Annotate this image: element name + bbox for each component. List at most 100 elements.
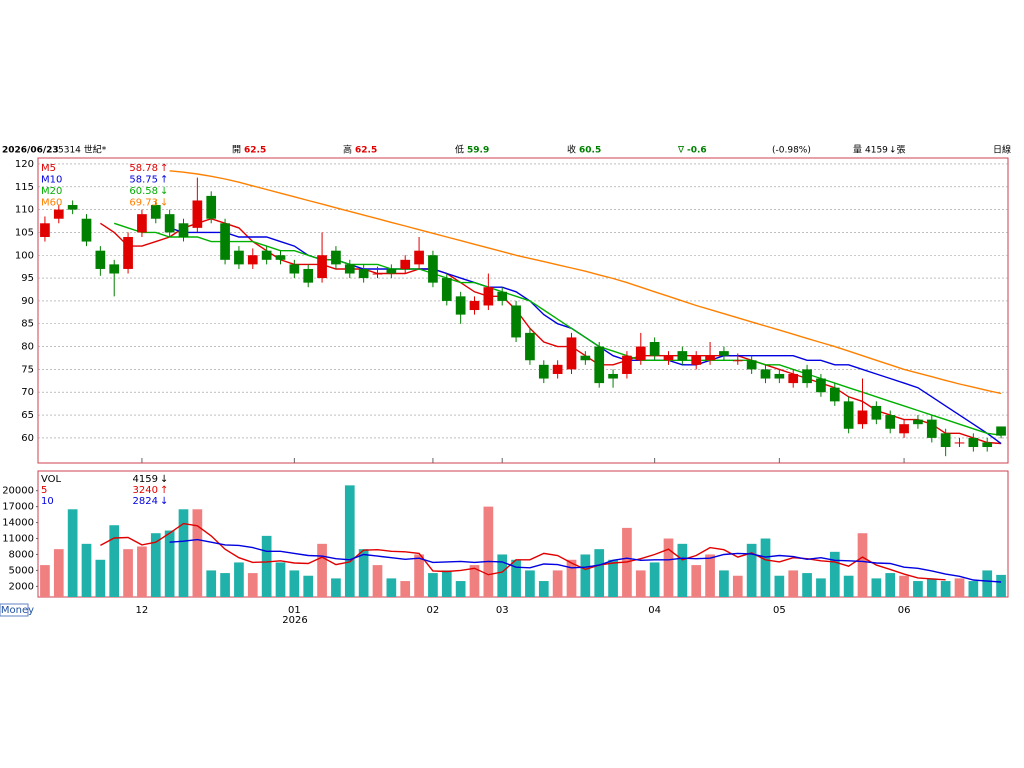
volume-value: 4159 [865, 146, 888, 156]
x-tick-label: 02 [427, 605, 440, 616]
volume-bar [289, 570, 300, 597]
candle-body [289, 264, 300, 274]
volume-bar [802, 573, 812, 597]
candle-body [331, 250, 341, 265]
y-tick-label: 120 [15, 159, 34, 170]
x-tick-label: 04 [648, 605, 661, 616]
y-tick-label: 100 [15, 250, 34, 261]
plot-layer: 60 65 70 75 80 85 90 95 100 105 110 115 120 12 01 02 03 0… [2, 159, 1008, 616]
y-tick-label: 20000 [2, 486, 34, 497]
candle-body [317, 255, 327, 279]
candle-body [234, 250, 244, 265]
candle-body [594, 346, 605, 384]
candle-body [719, 351, 729, 356]
field-label: 低 [455, 144, 464, 156]
candle-body [580, 355, 591, 361]
volume-bar [677, 543, 688, 597]
volume-bar [455, 581, 466, 597]
volume-bar [594, 549, 605, 597]
stock: 5314 世紀* [58, 144, 107, 156]
candle-body [428, 255, 438, 283]
candle-body [441, 278, 452, 301]
candle-body [344, 264, 355, 274]
volume-bar [608, 559, 618, 597]
volume-bar [386, 578, 397, 597]
legend-name: M60 [41, 198, 62, 209]
candle-body [137, 214, 147, 233]
candle-body [192, 200, 203, 228]
volume-bar [899, 575, 909, 597]
y-tick-label: 17000 [2, 502, 34, 513]
candle-body [220, 223, 230, 260]
volume-bar [400, 581, 411, 597]
candle-body [746, 360, 757, 370]
volume-bar [192, 509, 203, 597]
candle-body [968, 437, 979, 448]
volume-bar [719, 570, 729, 597]
ma-line [113, 222, 1002, 436]
candle-body [109, 264, 120, 274]
candle-body [691, 355, 702, 365]
volume-bar [525, 570, 535, 597]
volume-bar [344, 485, 355, 597]
field-value: 62.5 [355, 146, 377, 156]
legend-value: 58.78 [129, 163, 158, 174]
candle-body [940, 433, 951, 448]
candle-body [608, 373, 618, 379]
price-panel [37, 157, 1009, 464]
y-tick-label: 95 [21, 273, 34, 284]
field-value: 59.9 [467, 146, 489, 156]
field-value: 60.5 [579, 146, 601, 156]
candle-body [996, 426, 1006, 436]
volume-bar [372, 565, 383, 597]
y-tick-label: 8000 [9, 549, 34, 560]
volume-bar [469, 565, 480, 597]
legend-name: 5 [41, 485, 47, 496]
y-tick-label: 65 [21, 410, 34, 421]
volume-bar [982, 570, 993, 597]
volume-bar [774, 575, 785, 597]
volume-bar [663, 538, 674, 597]
volume-bar [843, 575, 854, 597]
volume-bar [53, 549, 64, 597]
volume-bar [538, 581, 549, 597]
legend-name: M20 [41, 186, 62, 197]
volume-bar [511, 559, 521, 597]
candle-body [829, 387, 840, 402]
y-tick-label: 90 [21, 296, 34, 307]
candle-body [732, 360, 743, 362]
field-label: 收 [567, 144, 576, 156]
legend-name: VOL [41, 474, 62, 485]
candle-body [261, 250, 272, 260]
legend-value: 69.73 [129, 198, 158, 209]
volume-label: 量 [853, 145, 862, 156]
candle-body [705, 355, 715, 361]
volume-bar [247, 573, 258, 597]
legend-name: M10 [41, 175, 62, 186]
volume-bar [732, 575, 743, 597]
legend-name: M5 [41, 163, 56, 174]
legend-arrow: ↓ [160, 198, 168, 209]
y-tick-label: 70 [21, 387, 34, 398]
volume-bar [649, 562, 660, 597]
volume-bar [552, 570, 563, 597]
candle-body [386, 268, 397, 274]
volume-bar [788, 570, 799, 597]
candle-body [150, 205, 161, 219]
period: 日線 [993, 144, 1011, 156]
volume-bar [691, 565, 702, 597]
date: 2026/06/23 [2, 146, 59, 156]
legend-value: 4159 [133, 474, 158, 485]
candle-body [566, 337, 577, 370]
volume-bar [234, 562, 244, 597]
ma-line [169, 170, 1002, 395]
volume-bar [940, 581, 951, 597]
volume-bar [220, 573, 230, 597]
volume-bar [760, 538, 771, 597]
field-label: 高 [343, 144, 352, 156]
candle-body [843, 401, 854, 429]
y-tick-label: 14000 [2, 518, 34, 529]
x-tick-label: 06 [898, 605, 911, 616]
candle-body [982, 442, 993, 448]
